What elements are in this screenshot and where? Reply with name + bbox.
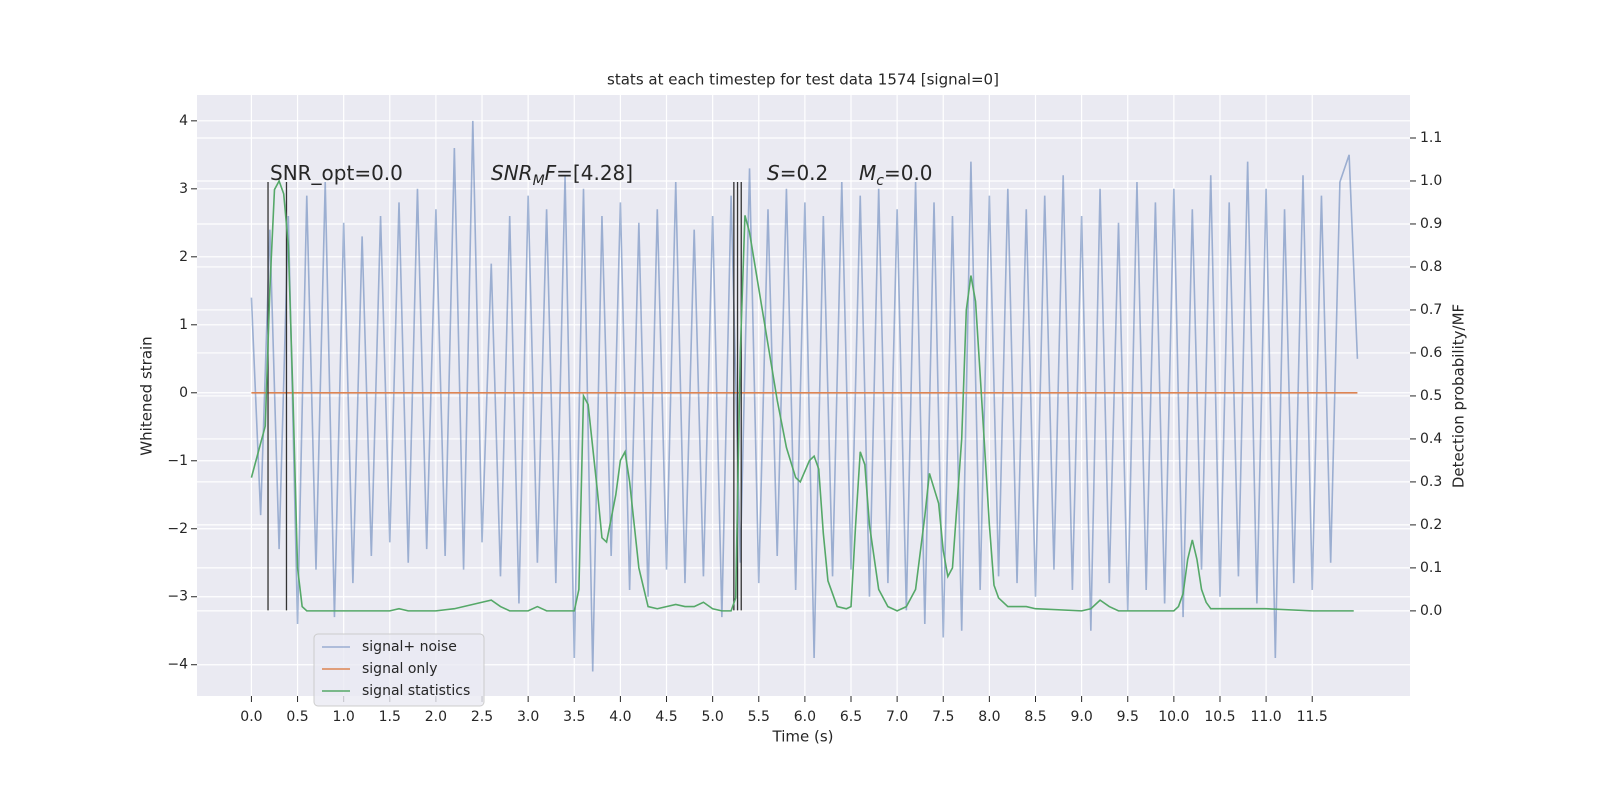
annotation-part: =0.0 — [884, 161, 933, 185]
y2-tick-label: 0.5 — [1420, 388, 1442, 404]
x-tick-label: 8.0 — [978, 709, 1000, 725]
y2-tick-label: 0.2 — [1420, 517, 1442, 533]
annotation: S=0.2 — [767, 161, 828, 185]
y2-axis-label: Detection probability/MF — [1450, 304, 1468, 488]
annotation-part: =[4.28] — [556, 161, 633, 185]
y2-tick-label: 0.0 — [1420, 603, 1442, 619]
x-tick-label: 6.0 — [794, 709, 816, 725]
x-tick-label: 11.5 — [1297, 709, 1328, 725]
x-tick-label: 5.5 — [748, 709, 770, 725]
x-tick-label: 9.5 — [1117, 709, 1139, 725]
y-tick-label: 4 — [179, 113, 188, 129]
x-tick-label: 3.5 — [563, 709, 585, 725]
annotation-part: F — [545, 161, 557, 185]
y-tick-label: −1 — [167, 453, 188, 469]
x-tick-label: 11.0 — [1251, 709, 1282, 725]
legend: signal+ noise signal only signal statistic… — [313, 633, 485, 707]
annotation-part: M — [533, 173, 545, 189]
x-tick-label: 5.0 — [702, 709, 724, 725]
annotation-part: S — [767, 161, 780, 185]
annotation: SNRMF=[4.28] — [491, 161, 633, 189]
legend-label: signal statistics — [362, 683, 470, 699]
x-tick-label: 7.5 — [932, 709, 954, 725]
x-tick-label: 1.0 — [333, 709, 355, 725]
y2-tick-label: 0.7 — [1420, 302, 1442, 318]
x-tick-label: 2.0 — [425, 709, 447, 725]
x-tick-label: 8.5 — [1024, 709, 1046, 725]
y2-tick-label: 0.9 — [1420, 216, 1442, 232]
y-tick-label: 3 — [179, 181, 188, 197]
x-tick-label: 4.5 — [655, 709, 677, 725]
legend-label: signal+ noise — [362, 639, 457, 655]
x-tick-label: 0.5 — [286, 709, 308, 725]
y2-tick-label: 0.8 — [1420, 259, 1442, 275]
annotation-part: =0.2 — [780, 161, 829, 185]
series-line — [250, 120, 1359, 672]
y-tick-label: 1 — [179, 317, 188, 333]
y-tick-label: −2 — [167, 521, 188, 537]
annotation-part: c — [876, 173, 884, 189]
annotation-part: SNR — [491, 161, 533, 185]
y-tick-label: 0 — [179, 385, 188, 401]
y2-tick-label: 0.6 — [1420, 345, 1442, 361]
y2-tick-label: 0.4 — [1420, 431, 1442, 447]
y2-tick-label: 1.1 — [1420, 130, 1442, 146]
x-tick-label: 1.5 — [379, 709, 401, 725]
x-tick-label: 0.0 — [240, 709, 262, 725]
x-tick-label: 6.5 — [840, 709, 862, 725]
y-axis-label: Whitened strain — [138, 336, 156, 455]
y2-tick-label: 0.1 — [1420, 560, 1442, 576]
x-axis-label: Time (s) — [772, 728, 834, 746]
x-tick-label: 4.0 — [609, 709, 631, 725]
x-tick-label: 3.0 — [517, 709, 539, 725]
y-tick-label: −3 — [167, 589, 188, 605]
x-tick-label: 9.0 — [1070, 709, 1092, 725]
y2-tick-label: 1.0 — [1420, 173, 1442, 189]
annotation: SNR_opt=0.0 — [270, 161, 403, 185]
y-tick-label: 2 — [179, 249, 188, 265]
legend-label: signal only — [362, 661, 437, 677]
annotation-part: M — [859, 161, 876, 185]
legend-box — [313, 633, 485, 707]
x-tick-label: 10.5 — [1204, 709, 1235, 725]
y2-tick-label: 0.3 — [1420, 474, 1442, 490]
y-tick-label: −4 — [167, 657, 188, 673]
x-tick-label: 2.5 — [471, 709, 493, 725]
series-line — [250, 179, 1354, 612]
x-tick-label: 10.0 — [1158, 709, 1189, 725]
annotation-part: SNR_opt=0.0 — [270, 161, 403, 185]
x-tick-label: 7.0 — [886, 709, 908, 725]
annotation: Mc=0.0 — [859, 161, 933, 189]
chart-title: stats at each timestep for test data 157… — [607, 71, 999, 89]
